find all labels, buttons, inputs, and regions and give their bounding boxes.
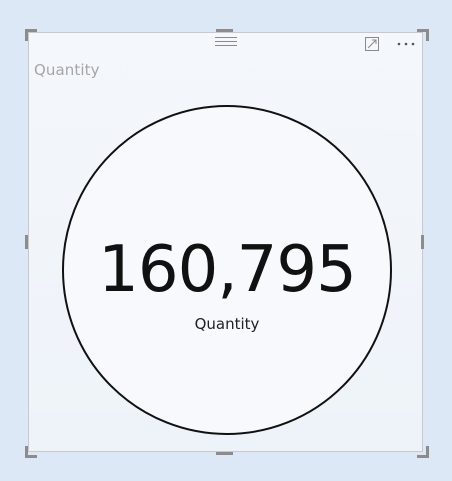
resize-handle-bottom-left[interactable]	[25, 446, 37, 458]
drag-handle-icon[interactable]	[215, 37, 237, 47]
resize-handle-left[interactable]	[25, 235, 28, 249]
visual-title: Quantity	[34, 61, 100, 79]
kpi-label: Quantity	[194, 315, 260, 333]
resize-handle-top[interactable]	[216, 29, 233, 32]
card-visual[interactable]: Quantity 160,795 Quantity	[28, 32, 423, 452]
kpi-value: 160,795	[98, 233, 357, 307]
resize-handle-bottom[interactable]	[216, 452, 233, 455]
focus-mode-icon[interactable]	[364, 36, 380, 52]
resize-handle-top-left[interactable]	[25, 29, 37, 41]
kpi-circle: 160,795 Quantity	[62, 105, 392, 435]
resize-handle-top-right[interactable]	[417, 29, 429, 41]
more-options-icon[interactable]	[395, 36, 417, 52]
resize-handle-right[interactable]	[421, 235, 424, 249]
resize-handle-bottom-right[interactable]	[417, 446, 429, 458]
